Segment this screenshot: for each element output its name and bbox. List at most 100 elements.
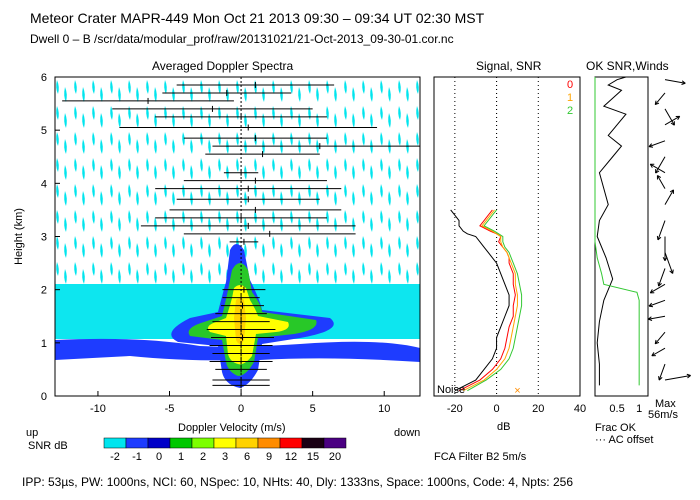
spectra-ylabel: Height (km) (13, 208, 25, 265)
snr-colorbar: -2 -1 0 1 2 3 6 9 12 15 20 (103, 437, 347, 463)
wind-barb (664, 115, 681, 126)
peak-bar (183, 135, 327, 142)
colorbar-swatch (235, 437, 259, 449)
snr-series-signal (450, 209, 510, 392)
peak-bar (212, 143, 420, 150)
frac-ok-label: Frac OK (595, 422, 636, 434)
direction-down-label: down (394, 427, 421, 439)
frac-ok-tick-label: 0.5 (609, 403, 624, 415)
winds-series-frac-ok-black (596, 76, 627, 386)
wind-barb (654, 92, 666, 106)
wind-barb (664, 373, 691, 381)
colorbar-swatch (279, 437, 303, 449)
signal-snr-panel: -20 0 20 40 × (433, 76, 586, 415)
colorbar-level-label: 12 (285, 451, 297, 463)
x-tick-label: 10 (378, 403, 390, 415)
winds-series-frac-ok-green (594, 77, 640, 386)
wind-barb (657, 268, 666, 287)
legend-series-2: 2 (567, 105, 574, 117)
spectra-axes: -10 -5 0 5 10 0 1 2 3 4 5 6 Height (km) (13, 72, 390, 415)
wind-barb (656, 220, 666, 241)
peak-bar (119, 124, 378, 131)
wind-barb (655, 156, 666, 174)
colorbar-level-label: 15 (307, 451, 319, 463)
legend-series-0: 0 (567, 79, 574, 91)
peak-bar (169, 206, 342, 213)
peak-bar (155, 185, 342, 192)
yellow-core-contour (208, 285, 289, 365)
snr-tick-label: 40 (574, 403, 586, 415)
wind-barb (664, 189, 674, 205)
wind-barb (664, 108, 675, 126)
wind-barb (664, 252, 674, 274)
peak-bar (176, 81, 335, 88)
noise-label: Noise (437, 384, 466, 396)
peak-bar (211, 334, 274, 341)
spectra-xlabel: Doppler Velocity (m/s) (178, 422, 286, 434)
colorbar-level-label: -1 (132, 451, 142, 463)
filter-label: FCA Filter B2 5m/s (434, 451, 527, 463)
x-tick-label: -5 (165, 403, 175, 415)
wind-barb (654, 331, 666, 345)
y-tick-label: 6 (41, 72, 47, 84)
snr-series-0 (458, 209, 516, 392)
peak-bar (62, 97, 234, 104)
colorbar-level-label: 9 (266, 451, 272, 463)
y-tick-label: 0 (41, 391, 47, 403)
y-tick-label: 5 (41, 125, 47, 137)
snr-tick-label: 0 (494, 403, 500, 415)
colorbar-swatch (103, 437, 127, 449)
peak-bar (221, 302, 264, 309)
acquisition-parameters: IPP: 53µs, PW: 1000ns, NCI: 60, NSpec: 1… (22, 475, 573, 489)
x-tick-label: 0 (238, 403, 244, 415)
wind-barb (649, 283, 666, 294)
snr-tick-label: 20 (532, 403, 544, 415)
peak-bar (222, 286, 266, 293)
wind-barb (658, 363, 666, 381)
snr-xlabel: dB (497, 421, 511, 433)
snr-series-1 (462, 209, 518, 392)
frac-ok-tick-label: 1 (636, 403, 642, 415)
spectra-title: Averaged Doppler Spectra (152, 59, 294, 73)
peak-bar (183, 177, 327, 184)
colorbar-level-label: 1 (178, 451, 184, 463)
direction-up-label: up (26, 427, 39, 439)
x-tick-label: -10 (90, 403, 106, 415)
snr-tick-label: -20 (447, 403, 463, 415)
wind-barb (648, 140, 666, 148)
y-tick-label: 3 (41, 232, 47, 244)
colorbar-swatch (301, 437, 325, 449)
wind-barb (647, 315, 666, 321)
colorbar-level-label: 3 (222, 451, 228, 463)
colorbar-swatch (147, 437, 171, 449)
colorbar-swatch (323, 437, 347, 449)
snr-series-2 (467, 209, 523, 392)
plot-header-file-path: Dwell 0 – B /scr/data/modular_prof/raw/2… (30, 32, 454, 46)
gold-core-contour (234, 298, 246, 344)
wind-barb (656, 175, 666, 189)
plot-header-title: Meteor Crater MAPR-449 Mon Oct 21 2013 0… (30, 10, 485, 26)
max-wind-label: Max (655, 398, 676, 410)
legend-series-1: 1 (567, 92, 574, 104)
colorbar-swatch (257, 437, 281, 449)
colorbar-swatch (169, 437, 193, 449)
colorbar-swatch (125, 437, 149, 449)
colorbar-level-label: 0 (156, 451, 162, 463)
wind-barb (664, 79, 686, 85)
wind-barb (649, 163, 666, 174)
peak-bar (112, 105, 313, 112)
peak-bar (176, 196, 320, 203)
ok-snr-winds-panel: 0.5 1 (594, 76, 691, 415)
peak-bar (229, 238, 259, 245)
wind-barb (651, 347, 666, 357)
colorbar-level-label: 20 (329, 451, 341, 463)
peak-bar (140, 222, 356, 229)
wind-barbs (647, 79, 691, 381)
winds-title: OK SNR,Winds (586, 59, 669, 73)
y-tick-label: 2 (41, 285, 47, 297)
max-wind-value: 56m/s (648, 409, 678, 421)
y-tick-label: 1 (41, 338, 47, 350)
wind-barb (648, 299, 666, 308)
peak-bar (183, 230, 356, 237)
